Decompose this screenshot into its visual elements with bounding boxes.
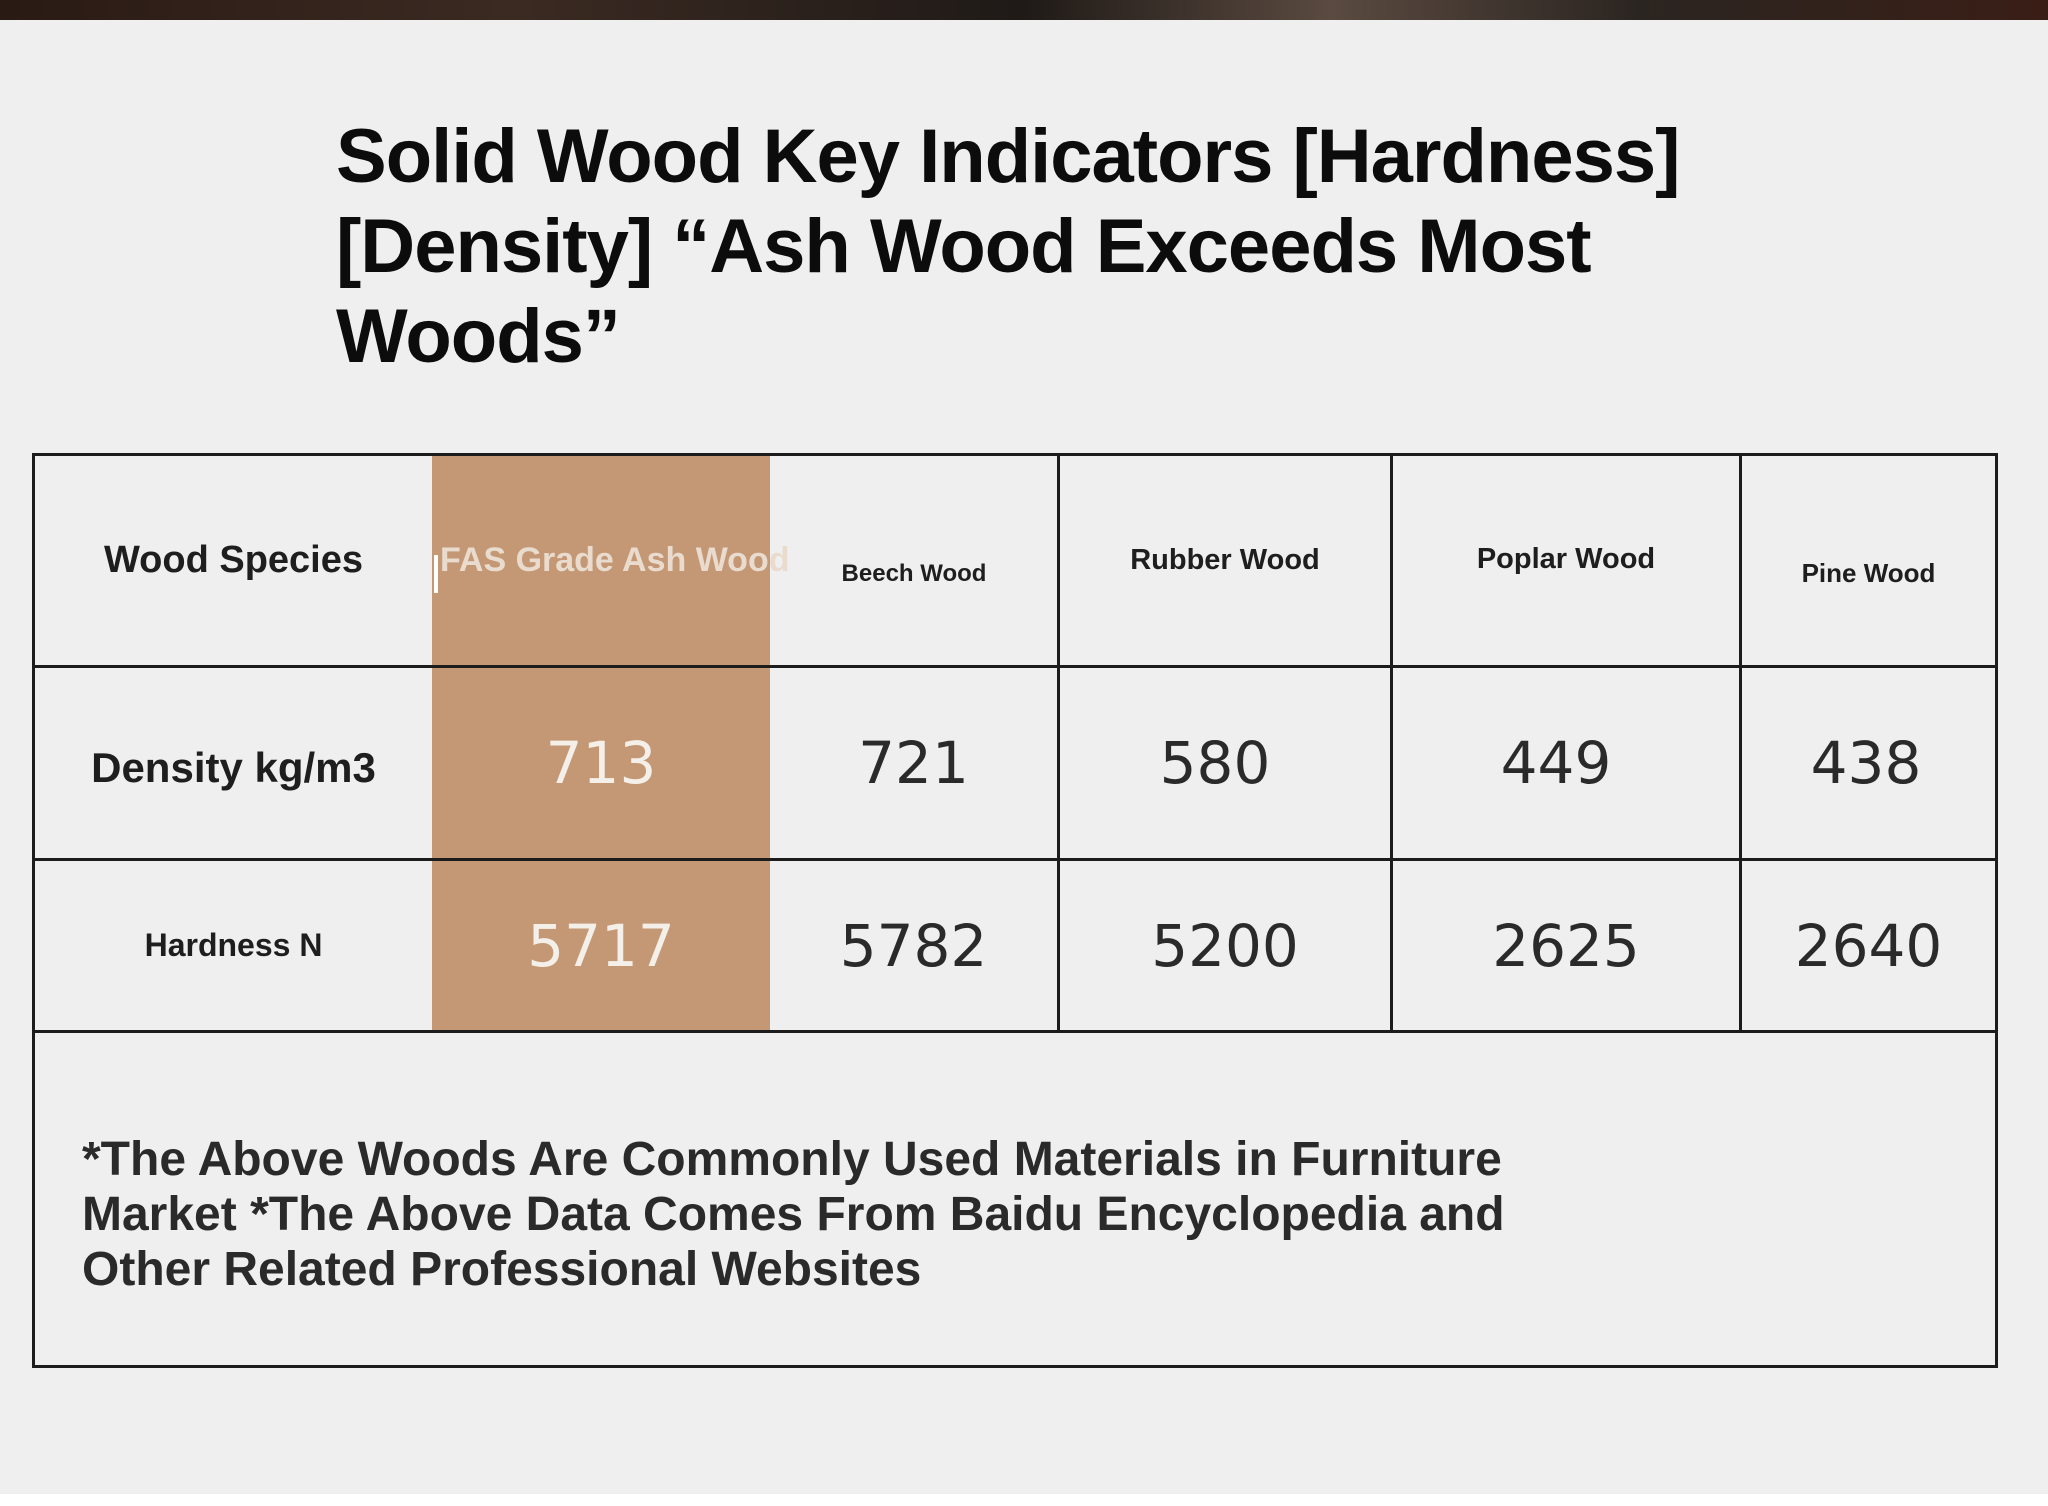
hardness-poplar: 2625 xyxy=(1492,911,1640,980)
title-line: [Density] “Ash Wood Exceeds Most xyxy=(336,204,1592,289)
footnote-line: Market *The Above Data Comes From Baidu … xyxy=(82,1188,1505,1241)
title-line: Solid Wood Key Indicators [Hardness] xyxy=(336,114,1680,199)
row-label-hardness: Hardness N xyxy=(144,927,323,963)
density-pine: 438 xyxy=(1810,729,1922,797)
comparison-table-frame xyxy=(32,453,1998,1368)
title-line: Woods” xyxy=(336,294,621,379)
hardness-ash: 5717 xyxy=(527,911,675,980)
hardness-beech: 5782 xyxy=(839,911,988,980)
grid-line xyxy=(32,1030,1998,1033)
header-beech-wood: Beech Wood xyxy=(841,560,987,587)
text-cursor xyxy=(434,555,438,593)
header-rubber-wood: Rubber Wood xyxy=(1130,544,1320,576)
header-ash-wood: FAS Grade Ash Wood xyxy=(440,541,790,579)
density-beech: 721 xyxy=(858,729,969,797)
density-ash: 713 xyxy=(545,729,657,797)
grid-line xyxy=(32,858,1998,861)
bottom-edge xyxy=(0,1494,2048,1506)
page-title: Solid Wood Key Indicators [Hardness] [De… xyxy=(336,112,1716,382)
top-photo-strip xyxy=(0,0,2048,20)
grid-line xyxy=(1739,453,1742,1033)
hardness-rubber: 5200 xyxy=(1151,911,1299,980)
footnote-line: Other Related Professional Websites xyxy=(82,1243,922,1296)
row-label-density: Density kg/m3 xyxy=(91,744,376,791)
hardness-pine: 2640 xyxy=(1794,911,1943,980)
grid-line xyxy=(32,665,1998,668)
footnote-line: *The Above Woods Are Commonly Used Mater… xyxy=(82,1133,1502,1186)
footnote: *The Above Woods Are Commonly Used Mater… xyxy=(82,1132,1642,1297)
density-poplar: 449 xyxy=(1500,729,1612,797)
highlighted-column xyxy=(432,456,770,1030)
header-poplar-wood: Poplar Wood xyxy=(1476,542,1656,575)
grid-line xyxy=(1390,453,1393,1033)
header-wood-species: Wood Species xyxy=(103,539,364,581)
density-rubber: 580 xyxy=(1159,729,1271,797)
grid-line xyxy=(1057,453,1060,1033)
header-pine-wood: Pine Wood xyxy=(1801,557,1936,588)
